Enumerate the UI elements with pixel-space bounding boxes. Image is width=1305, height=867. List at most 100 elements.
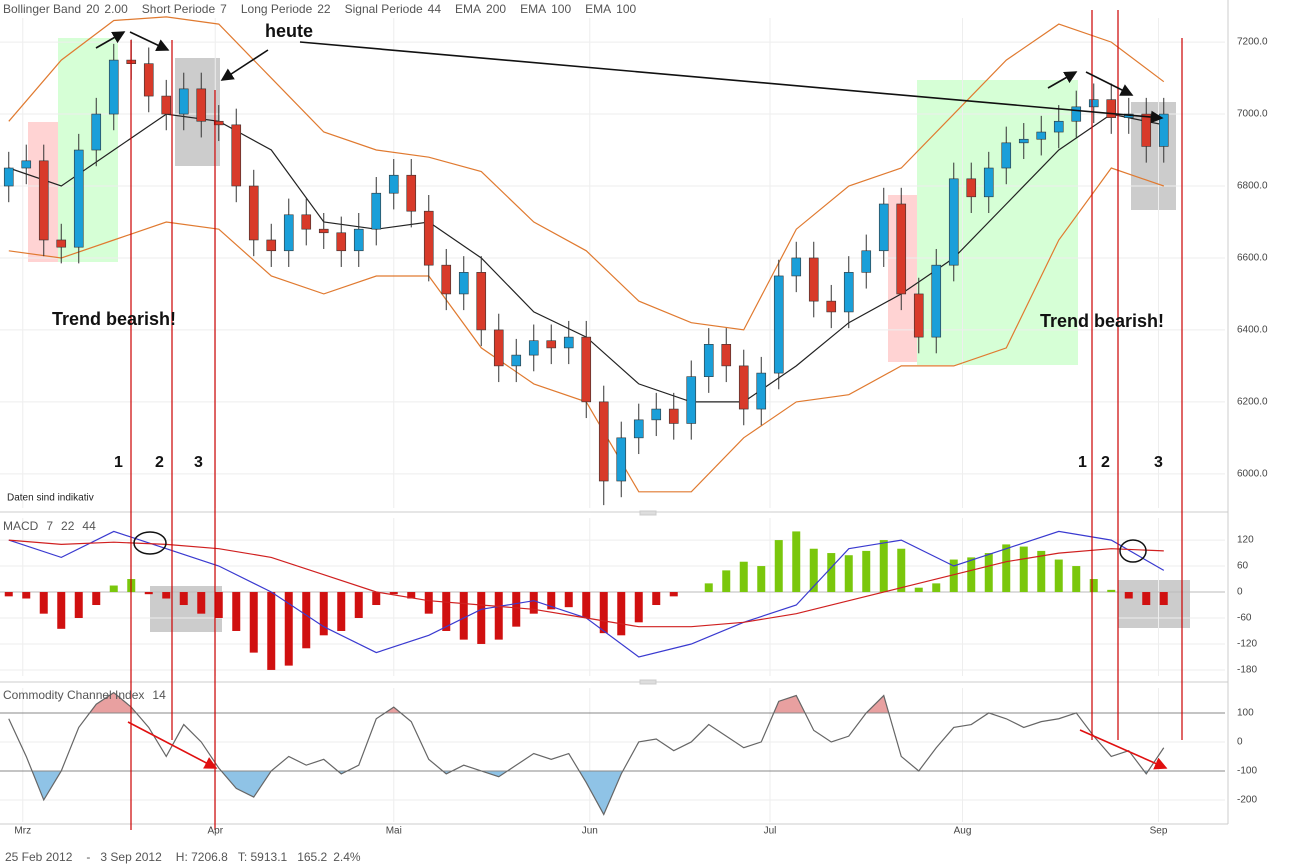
candle-body [248, 185, 259, 241]
bar [232, 592, 241, 631]
handle [639, 510, 657, 516]
candle-body [616, 437, 627, 482]
legend-text: 100 [551, 2, 571, 16]
legend-text: - [86, 850, 90, 864]
bar [984, 553, 993, 593]
cci-line [8, 691, 1165, 816]
candle-body [423, 210, 434, 266]
arrow [1047, 71, 1078, 89]
x-tick-label: Apr [207, 826, 223, 837]
circle [1119, 539, 1147, 563]
y-tick-label: -200 [1237, 795, 1257, 806]
highlight [917, 80, 1078, 365]
bar [39, 592, 48, 614]
legend-text: Long Periode [241, 2, 313, 16]
legend-text: 22 [317, 2, 331, 16]
bar [897, 548, 906, 593]
handle [639, 679, 657, 685]
legend-text: T: 5913.1 [238, 850, 288, 864]
candle-body [756, 372, 767, 410]
annotation: 2 [155, 454, 164, 471]
candle-body [931, 264, 942, 338]
annotation: 3 [194, 454, 203, 471]
bar [1072, 566, 1081, 593]
legend-text: 44 [428, 2, 442, 16]
candle-body [633, 419, 644, 439]
bar [722, 570, 731, 593]
y-tick-label: -100 [1237, 766, 1257, 777]
bar [1037, 550, 1046, 593]
bar [564, 592, 573, 608]
labels: 6000.06200.06400.06600.06800.07000.07200… [3, 2, 1268, 864]
bar [179, 592, 188, 606]
candle-body [91, 113, 102, 151]
candle-body [406, 174, 417, 212]
bar [442, 592, 451, 631]
y-tick-label: 100 [1237, 708, 1254, 719]
legend-text: EMA [585, 2, 611, 16]
y-tick-label: 0 [1237, 587, 1243, 598]
candle-body [108, 59, 119, 115]
bar [844, 555, 853, 593]
candle-body [686, 376, 697, 424]
annotation: 3 [1154, 454, 1163, 471]
bar [459, 592, 468, 640]
bar [372, 592, 381, 606]
y-tick-label: 0 [1237, 737, 1243, 748]
legend-text: EMA [455, 2, 481, 16]
candle-body [861, 250, 872, 273]
bar [879, 540, 888, 593]
annotation: heute [265, 21, 313, 41]
bar [494, 592, 503, 640]
legend-text: EMA [520, 2, 546, 16]
bar [914, 587, 923, 593]
candle-body [738, 365, 749, 410]
bar [1089, 579, 1098, 593]
candle-body [966, 178, 977, 198]
bar [4, 592, 13, 597]
candle-body [283, 214, 294, 252]
candle-body [581, 336, 592, 403]
bar [74, 592, 83, 618]
candle-body [791, 257, 802, 277]
bar [1142, 592, 1151, 606]
candle-body [703, 344, 714, 377]
bar [669, 592, 678, 597]
bar [92, 592, 101, 606]
bar [827, 553, 836, 593]
bar [529, 592, 538, 614]
y-tick-label: 6000.0 [1237, 468, 1268, 479]
bar [932, 583, 941, 593]
bar [582, 592, 591, 618]
bar [1002, 544, 1011, 593]
candle-body [371, 192, 382, 230]
annotation: Trend bearish! [52, 309, 176, 329]
legend-text: 14 [152, 688, 166, 702]
candle-body [493, 329, 504, 367]
highlight [58, 38, 118, 262]
candle-body [213, 120, 224, 126]
bar [757, 566, 766, 593]
candle-body [563, 336, 574, 349]
candle-body [878, 203, 889, 252]
candle-body [1088, 99, 1099, 108]
y-tick-label: 6600.0 [1237, 253, 1268, 264]
candle-body [896, 203, 907, 295]
legend-text: MACD [3, 519, 39, 533]
candle-body [668, 408, 679, 424]
candle-body [458, 272, 469, 295]
bar [407, 592, 416, 599]
bar [547, 592, 556, 610]
legend-text: 25 Feb 2012 [5, 850, 73, 864]
candle-body [511, 354, 522, 367]
bar [862, 550, 871, 593]
legend-text: Bollinger Band [3, 2, 81, 16]
y-tick-label: 7000.0 [1237, 109, 1268, 120]
bar [704, 583, 713, 593]
x-tick-label: Jul [764, 826, 777, 837]
y-tick-label: 6800.0 [1237, 181, 1268, 192]
legend-text: 44 [82, 519, 96, 533]
candle-body [196, 88, 207, 122]
candle-body [266, 239, 277, 252]
